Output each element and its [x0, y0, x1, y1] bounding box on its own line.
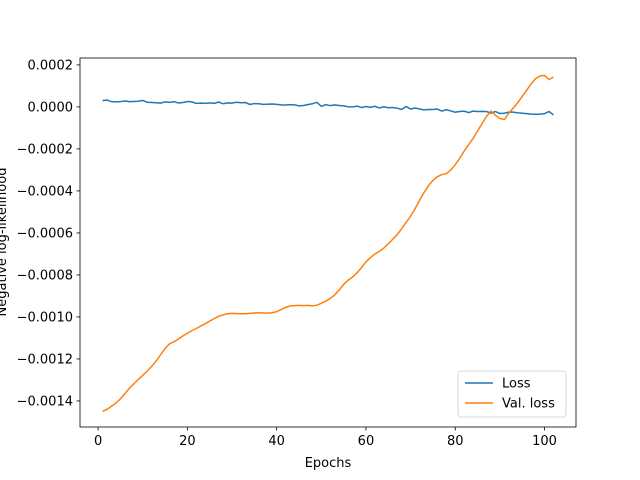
y-tick-label: −0.0008 — [17, 268, 73, 283]
legend-label: Loss — [502, 377, 531, 392]
y-tick-label: −0.0006 — [17, 226, 73, 241]
y-tick-label: −0.0002 — [17, 142, 73, 157]
x-tick-label: 60 — [358, 434, 375, 449]
y-tick-label: −0.0012 — [17, 352, 73, 367]
plot-frame — [79, 57, 577, 428]
y-tick-label: 0.0002 — [28, 58, 74, 73]
x-tick-label: 80 — [447, 434, 464, 449]
y-tick-label: −0.0014 — [17, 394, 73, 409]
x-tick-label: 20 — [179, 434, 196, 449]
y-axis-label: Negative log-likelihood — [0, 168, 10, 317]
y-tick-label: −0.0010 — [17, 310, 73, 325]
y-tick-label: −0.0004 — [17, 184, 73, 199]
x-tick-label: 100 — [532, 434, 557, 449]
x-tick-label: 0 — [94, 434, 102, 449]
line-series — [102, 99, 554, 116]
legend-label: Val. loss — [502, 397, 555, 412]
x-axis-label: Epochs — [305, 456, 352, 471]
x-tick-label: 40 — [268, 434, 285, 449]
y-tick-label: 0.0000 — [28, 100, 74, 115]
line-series — [102, 74, 554, 413]
